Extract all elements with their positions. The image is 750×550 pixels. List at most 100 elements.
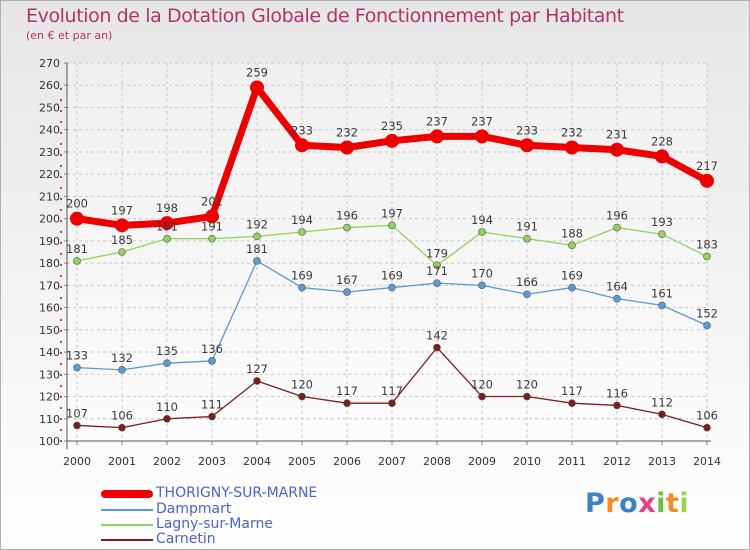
data-point-lagny-sur-marne-2012	[613, 223, 621, 232]
logo-letter: x	[638, 488, 657, 519]
logo-letter: r	[605, 488, 620, 519]
data-point-thorigny-sur-marne-2006	[340, 140, 354, 155]
data-label-carnetin-2005: 120	[291, 378, 313, 392]
data-point-lagny-sur-marne-2007	[388, 221, 396, 230]
y-tick-label-150: 150	[39, 324, 60, 337]
x-tick-label-2008: 2008	[423, 455, 451, 468]
data-label-lagny-sur-marne-2014: 183	[696, 237, 718, 251]
data-point-lagny-sur-marne-2005	[298, 228, 306, 236]
x-tick-label-2014: 2014	[693, 455, 721, 468]
data-label-dampmart-2013: 161	[651, 286, 673, 300]
data-point-carnetin-2012	[613, 401, 621, 410]
data-point-carnetin-2014	[703, 423, 711, 432]
data-point-carnetin-2006	[343, 399, 351, 408]
data-point-carnetin-2000	[73, 421, 81, 430]
data-label-carnetin-2014: 106	[696, 409, 718, 423]
x-tick-label-2009: 2009	[468, 455, 496, 468]
legend-swatch-dampmart	[101, 509, 153, 511]
data-point-dampmart-2003	[208, 357, 216, 365]
data-point-dampmart-2000	[73, 363, 81, 372]
data-label-carnetin-2012: 116	[606, 386, 628, 400]
y-tick-label-200: 200	[39, 213, 60, 226]
data-label-carnetin-2011: 117	[561, 384, 583, 398]
logo-letter: P	[585, 488, 606, 519]
data-point-carnetin-2004	[253, 377, 261, 385]
data-label-thorigny-sur-marne-2007: 235	[381, 119, 403, 133]
chart-title: Evolution de la Dotation Globale de Fonc…	[26, 5, 624, 27]
y-tick-label-140: 140	[39, 346, 60, 359]
data-point-thorigny-sur-marne-2013	[655, 149, 669, 164]
data-point-dampmart-2007	[388, 283, 396, 292]
data-label-dampmart-2011: 169	[561, 269, 583, 283]
series-thorigny-sur-marne	[70, 80, 714, 233]
data-label-thorigny-sur-marne-2013: 228	[651, 134, 673, 148]
data-point-thorigny-sur-marne-2011	[565, 140, 579, 155]
y-tick-label-260: 260	[39, 79, 60, 92]
data-point-dampmart-2006	[343, 288, 351, 296]
chart-subtitle: (en € et par an)	[26, 29, 113, 42]
legend-swatch-lagny	[101, 524, 153, 526]
data-point-carnetin-2005	[298, 392, 306, 401]
data-point-dampmart-2008	[433, 279, 441, 287]
data-label-thorigny-sur-marne-2014: 217	[696, 159, 718, 173]
data-label-lagny-sur-marne-2013: 193	[651, 215, 673, 229]
data-point-lagny-sur-marne-2004	[253, 232, 261, 241]
data-label-dampmart-2002: 135	[156, 344, 178, 358]
data-point-lagny-sur-marne-2008	[433, 261, 441, 270]
y-tick-label-270: 270	[39, 57, 60, 70]
data-point-carnetin-2007	[388, 399, 396, 408]
data-label-carnetin-2007: 117	[381, 384, 403, 398]
data-label-carnetin-2002: 110	[156, 400, 178, 414]
data-point-dampmart-2011	[568, 283, 576, 292]
data-point-dampmart-2014	[703, 321, 711, 330]
y-tick-label-130: 130	[39, 368, 60, 381]
series-layer	[70, 80, 714, 432]
y-tick-label-160: 160	[39, 302, 60, 315]
data-point-dampmart-2013	[658, 301, 666, 310]
data-label-lagny-sur-marne-2000: 181	[66, 242, 88, 256]
legend-label-dampmart: Dampmart	[156, 501, 232, 517]
data-point-dampmart-2005	[298, 283, 306, 292]
data-label-lagny-sur-marne-2001: 185	[111, 233, 133, 247]
data-label-thorigny-sur-marne-2005: 233	[291, 123, 313, 137]
y-tick-label-120: 120	[39, 391, 60, 404]
axis-layer: 100 110 120 130 140 150 160 170 180 190 200 210 220 2…	[39, 57, 721, 468]
data-point-dampmart-2001	[118, 366, 126, 374]
data-point-lagny-sur-marne-2010	[523, 234, 531, 243]
y-tick-label-240: 240	[39, 124, 60, 137]
data-label-dampmart-2009: 170	[471, 266, 493, 280]
data-label-thorigny-sur-marne-2009: 237	[471, 114, 493, 128]
proxiti-logo: Proxiti	[585, 488, 689, 519]
data-point-lagny-sur-marne-2002	[163, 234, 171, 243]
data-point-lagny-sur-marne-2000	[73, 257, 81, 265]
data-label-lagny-sur-marne-2011: 188	[561, 226, 583, 240]
data-label-lagny-sur-marne-2003: 191	[201, 220, 223, 234]
y-tick-label-190: 190	[39, 235, 60, 248]
data-point-dampmart-2004	[253, 257, 261, 265]
data-label-thorigny-sur-marne-2011: 232	[561, 125, 583, 139]
data-point-carnetin-2011	[568, 399, 576, 408]
data-label-lagny-sur-marne-2008: 179	[426, 246, 448, 260]
data-label-dampmart-2012: 164	[606, 280, 628, 294]
data-point-thorigny-sur-marne-2000	[70, 211, 84, 226]
grid-layer	[67, 62, 708, 442]
data-label-lagny-sur-marne-2012: 196	[606, 209, 628, 223]
x-tick-label-2000: 2000	[63, 455, 91, 468]
y-tick-label-250: 250	[39, 101, 60, 114]
y-tick-label-170: 170	[39, 279, 60, 292]
data-point-thorigny-sur-marne-2012	[610, 142, 624, 157]
data-label-carnetin-2009: 120	[471, 378, 493, 392]
legend-label-lagny: Lagny-sur-Marne	[156, 516, 273, 532]
data-label-lagny-sur-marne-2006: 196	[336, 209, 358, 223]
data-label-dampmart-2006: 167	[336, 273, 358, 287]
data-label-carnetin-2000: 107	[66, 406, 88, 420]
x-tick-label-2004: 2004	[243, 455, 271, 468]
data-label-dampmart-2008: 171	[426, 264, 448, 278]
data-point-thorigny-sur-marne-2007	[385, 133, 399, 148]
data-label-thorigny-sur-marne-2006: 232	[336, 125, 358, 139]
x-tick-label-2001: 2001	[108, 455, 136, 468]
data-label-dampmart-2000: 133	[66, 349, 88, 363]
data-point-carnetin-2013	[658, 410, 666, 419]
data-point-lagny-sur-marne-2014	[703, 252, 711, 261]
data-label-thorigny-sur-marne-2002: 198	[156, 201, 178, 215]
